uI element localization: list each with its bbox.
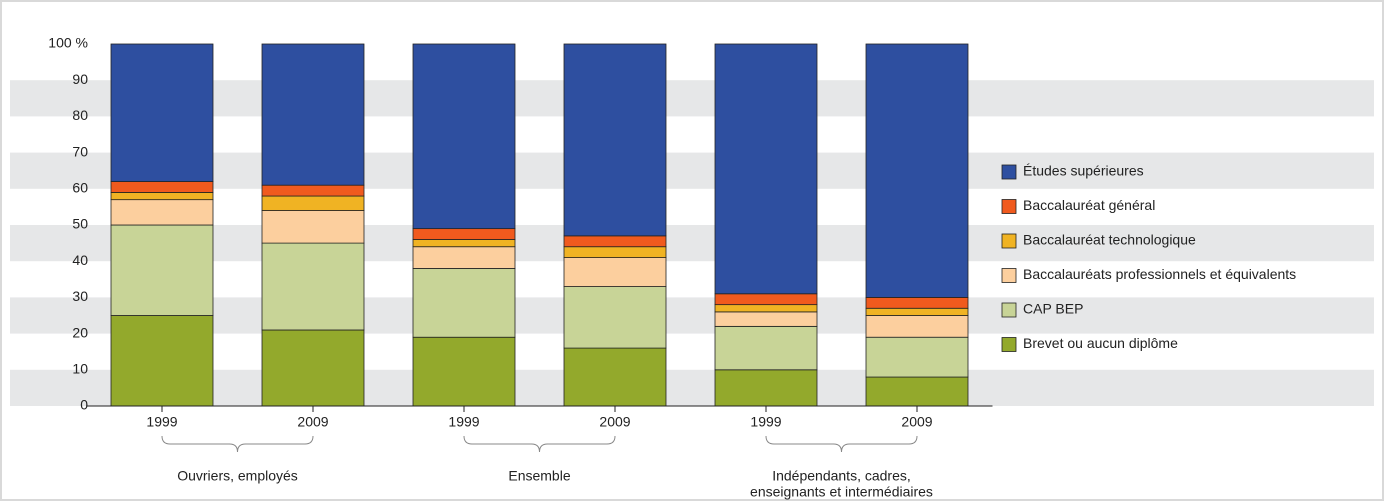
bar-segment: [110, 199, 214, 226]
legend-label: Baccalauréat technologique: [1023, 232, 1196, 248]
bar-segment: [714, 369, 818, 407]
bar-segment: [412, 268, 516, 338]
bar-segment: [714, 304, 818, 313]
bar-segment: [261, 43, 365, 186]
y-tick-label: 10: [72, 361, 88, 377]
x-tick-label: 2009: [599, 414, 630, 430]
bar-segment: [261, 195, 365, 211]
bar-segment: [714, 43, 818, 295]
bar-segment: [563, 347, 667, 407]
bar-segment: [865, 336, 969, 378]
bar-segment: [412, 336, 516, 407]
grid-band: [10, 80, 1374, 117]
y-tick-label: 0: [80, 397, 88, 413]
y-tick-label: 60: [72, 180, 88, 196]
y-tick-label: 40: [72, 252, 88, 268]
bar-segment: [110, 224, 214, 316]
bar-segment: [110, 192, 214, 201]
bar-segment: [261, 242, 365, 331]
bar-segment: [714, 293, 818, 306]
grid-band: [10, 369, 1374, 406]
legend-swatch: [1001, 337, 1017, 352]
legend-label: Baccalauréat général: [1023, 197, 1155, 213]
bar-segment: [865, 307, 969, 316]
bar-segment: [412, 239, 516, 248]
bar-segment: [865, 315, 969, 338]
legend-swatch: [1001, 164, 1017, 180]
y-tick-label: 50: [72, 216, 88, 232]
bar-segment: [563, 43, 667, 237]
bar-segment: [412, 246, 516, 269]
bar-segment: [714, 325, 818, 371]
bar-segment: [865, 376, 969, 407]
y-tick-label: 90: [72, 71, 88, 87]
legend-swatch: [1001, 268, 1017, 283]
bar-segment: [110, 181, 214, 193]
y-tick-label: 100 %: [48, 35, 88, 51]
bar-segment: [865, 43, 969, 298]
y-tick-label: 80: [72, 107, 88, 123]
grid-band: [10, 225, 1374, 262]
group-brace: [765, 435, 918, 453]
bar-segment: [412, 43, 516, 230]
group-label: Indépendants, cadres,: [772, 468, 911, 484]
x-tick-label: 2009: [297, 414, 328, 430]
bar-segment: [865, 296, 969, 309]
bar-segment: [261, 329, 365, 407]
bar-segment: [714, 311, 818, 327]
y-tick-label: 30: [72, 288, 88, 304]
legend-label: CAP BEP: [1023, 301, 1083, 317]
bar-segment: [110, 315, 214, 407]
group-label: Ouvriers, employés: [177, 468, 298, 484]
x-tick-label: 2009: [901, 414, 932, 430]
group-brace: [161, 435, 314, 453]
bar-segment: [261, 184, 365, 197]
legend-label: Baccalauréats professionnels et équivale…: [1023, 266, 1296, 282]
legend-label: Brevet ou aucun diplôme: [1023, 335, 1178, 351]
legend-swatch: [1001, 233, 1017, 249]
group-label: enseignants et intermédiaires: [750, 484, 933, 500]
y-tick-label: 20: [72, 324, 88, 340]
bar-segment: [110, 43, 214, 182]
legend-swatch: [1001, 199, 1017, 214]
legend-swatch: [1001, 302, 1017, 318]
x-tick-label: 1999: [448, 414, 479, 430]
legend-label: Études supérieures: [1023, 163, 1144, 179]
grid-band: [10, 297, 1374, 334]
grid-band: [10, 152, 1374, 189]
y-tick-label: 70: [72, 143, 88, 159]
x-tick-label: 1999: [146, 414, 177, 430]
bar-segment: [563, 246, 667, 258]
bar-segment: [563, 235, 667, 248]
x-tick-label: 1999: [750, 414, 781, 430]
group-label: Ensemble: [508, 468, 570, 484]
bar-segment: [563, 257, 667, 287]
bar-segment: [261, 210, 365, 244]
group-brace: [463, 435, 616, 453]
bar-segment: [412, 228, 516, 240]
bar-segment: [563, 286, 667, 349]
